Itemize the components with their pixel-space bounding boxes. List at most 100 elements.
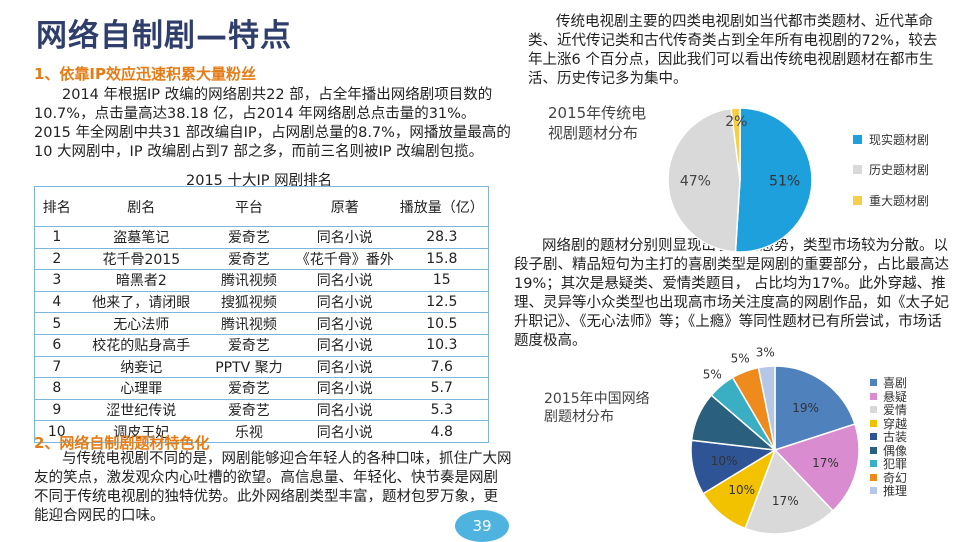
- table-cell: 调皮王妃: [78, 420, 204, 443]
- legend-item: 古装: [870, 430, 907, 444]
- pie-data-label: 3%: [756, 345, 775, 359]
- table-row: 2 花千骨2015 爱奇艺 《花千骨》番外 15.8: [34, 248, 489, 271]
- table-cell: 3: [34, 269, 79, 292]
- legend-label: 推理: [883, 484, 908, 499]
- slide-title: 网络自制剧—特点: [36, 18, 292, 54]
- table-cell: 5: [34, 312, 79, 335]
- ranking-table: 排名 剧名 平台 原著 播放量（亿） 1 盗墓笔记 爱奇艺 同名小说 28.3 2 花千骨2…: [34, 186, 489, 443]
- legend-label: 犯罪: [883, 457, 908, 472]
- table-cell: 他来了，请闭眼: [78, 291, 204, 314]
- pie1-legend: 现实题材剧 历史题材剧 重大题材剧: [853, 124, 929, 216]
- table-row: 9 涩世纪传说 爱奇艺 同名小说 5.3: [34, 399, 489, 422]
- table-cell: 盗墓笔记: [78, 226, 204, 249]
- legend-label: 喜剧: [883, 376, 908, 391]
- table-cell: 5.3: [395, 399, 489, 422]
- table-cell: 同名小说: [293, 334, 396, 357]
- column-header: 播放量（亿）: [395, 186, 489, 227]
- legend-item: 历史题材剧: [853, 155, 929, 186]
- legend-item: 现实题材剧: [853, 124, 929, 155]
- legend-swatch: [870, 460, 877, 468]
- pie-data-label: 5%: [703, 368, 722, 382]
- pie-data-label: 51%: [769, 173, 800, 189]
- column-header: 排名: [34, 186, 79, 227]
- legend-item: 喜剧: [870, 376, 907, 390]
- table-cell: 腾讯视频: [204, 312, 294, 335]
- table-cell: 10.5: [395, 312, 489, 335]
- pie-data-label: 10%: [728, 483, 755, 497]
- table-cell: 5.7: [395, 377, 489, 400]
- table-row: 10 调皮王妃 乐视 同名小说 4.8: [34, 420, 489, 443]
- section1-paragraph: 2014 年根据IP 改编的网络剧共22 部，占全年播出网络剧项目数的10.7%…: [34, 86, 512, 162]
- legend-item: 犯罪: [870, 457, 907, 471]
- pie-slice: [774, 365, 856, 452]
- table-cell: 校花的贴身高手: [78, 334, 204, 357]
- legend-label: 爱情: [883, 403, 908, 418]
- legend-swatch: [870, 379, 877, 387]
- table-cell: 同名小说: [293, 399, 396, 422]
- table-cell: 10.3: [395, 334, 489, 357]
- table-cell: 纳妾记: [78, 356, 204, 379]
- table-row: 7 纳妾记 PPTV 聚力 同名小说 7.6: [34, 356, 489, 379]
- table-cell: 4: [34, 291, 79, 314]
- table-cell: 腾讯视频: [204, 269, 294, 292]
- table-cell: 心理罪: [78, 377, 204, 400]
- pie2-legend: 喜剧 悬疑 爱情 穿越 古装 偶像 犯罪 奇幻 推理: [870, 376, 907, 498]
- legend-swatch: [853, 134, 862, 144]
- table-cell: PPTV 聚力: [204, 356, 294, 379]
- right-top-text: 传统电视剧主要的四类电视剧如当代都市类题材、近代革命类、近代传记类和古代传奇类占…: [528, 14, 938, 87]
- table-cell: 9: [34, 399, 79, 422]
- table-cell: 爱奇艺: [204, 377, 294, 400]
- legend-swatch: [870, 419, 877, 427]
- table-cell: 15.8: [395, 248, 489, 271]
- legend-item: 穿越: [870, 417, 907, 431]
- table-cell: 7.6: [395, 356, 489, 379]
- legend-swatch: [870, 392, 877, 400]
- legend-swatch: [870, 446, 877, 454]
- pie-data-label: 17%: [772, 494, 799, 508]
- table-cell: 6: [34, 334, 79, 357]
- table-cell: 10: [34, 420, 79, 443]
- page-number: 39: [455, 510, 509, 542]
- table-cell: 暗黑者2: [78, 269, 204, 292]
- table-cell: 爱奇艺: [204, 248, 294, 271]
- table-cell: 乐视: [204, 420, 294, 443]
- legend-label: 穿越: [883, 416, 908, 431]
- pie-slice: [757, 365, 776, 451]
- legend-item: 爱情: [870, 403, 907, 417]
- pie-data-label: 2%: [725, 114, 747, 130]
- table-cell: 同名小说: [293, 291, 396, 314]
- table-cell: 同名小说: [293, 377, 396, 400]
- pie-data-label: 5%: [731, 351, 750, 365]
- legend-item: 奇幻: [870, 471, 907, 485]
- pie-slice: [667, 107, 741, 253]
- table-row: 5 无心法师 腾讯视频 同名小说 10.5: [34, 312, 489, 335]
- legend-item: 偶像: [870, 444, 907, 458]
- legend-swatch: [853, 165, 862, 175]
- legend-swatch: [870, 406, 877, 414]
- legend-label: 奇幻: [883, 470, 908, 485]
- table-header-row: 排名 剧名 平台 原著 播放量（亿）: [34, 186, 489, 227]
- legend-label: 悬疑: [883, 389, 908, 404]
- pie-data-label: 19%: [792, 401, 819, 415]
- table-caption: 2015 十大IP 网剧排名: [186, 173, 333, 189]
- table-cell: 爱奇艺: [204, 399, 294, 422]
- table-row: 6 校花的贴身高手 爱奇艺 同名小说 10.3: [34, 334, 489, 357]
- pie-slice: [730, 107, 741, 181]
- table-cell: 同名小说: [293, 312, 396, 335]
- column-header: 原著: [293, 186, 396, 227]
- table-cell: 搜狐视频: [204, 291, 294, 314]
- column-header: 剧名: [78, 186, 204, 227]
- table-cell: 12.5: [395, 291, 489, 314]
- table-cell: 7: [34, 356, 79, 379]
- table-cell: 2: [34, 248, 79, 271]
- legend-swatch: [870, 487, 877, 495]
- section1-heading: 1、依靠IP效应迅速积累大量粉丝: [34, 65, 257, 83]
- section2-paragraph: 与传统电视剧不同的是，网剧能够迎合年轻人的各种口味，抓住广大网友的笑点，激发观众…: [34, 450, 512, 526]
- table-cell: 28.3: [395, 226, 489, 249]
- legend-swatch: [853, 195, 862, 205]
- table-cell: 涩世纪传说: [78, 399, 204, 422]
- table-row: 1 盗墓笔记 爱奇艺 同名小说 28.3: [34, 226, 489, 249]
- table-row: 4 他来了，请闭眼 搜狐视频 同名小说 12.5: [34, 291, 489, 314]
- right-top-paragraph: 传统电视剧主要的四类电视剧如当代都市类题材、近代革命类、近代传记类和古代传奇类占…: [528, 13, 948, 89]
- pie-data-label: 17%: [812, 456, 839, 470]
